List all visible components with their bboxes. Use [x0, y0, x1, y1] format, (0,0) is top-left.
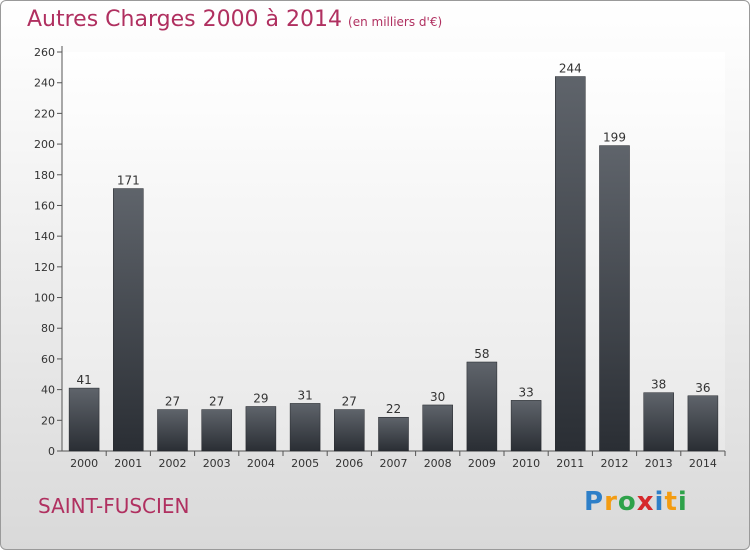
y-tick-label: 220	[34, 107, 55, 120]
logo-letter: P	[584, 487, 605, 517]
logo-letter: x	[636, 487, 655, 517]
y-tick-label: 80	[41, 322, 55, 335]
x-tick-label: 2014	[689, 457, 717, 470]
x-axis: 2000 2001 2002 2003 2004 2005 2006 2007 2008 2009…	[62, 450, 726, 470]
x-tick-label: 2004	[247, 457, 275, 470]
logo-letter: o	[617, 487, 637, 517]
logo-letter: i	[677, 487, 688, 517]
city-name: SAINT-FUSCIEN	[38, 494, 190, 518]
data-label: 199	[603, 131, 626, 145]
data-labels: 41 171 27 27 29 31 27 22 30 58 33 244 199 38 36	[76, 62, 710, 417]
bar	[289, 403, 321, 452]
bar	[68, 387, 100, 452]
data-label: 27	[165, 395, 180, 409]
bar	[510, 400, 542, 452]
y-tick-label: 260	[34, 46, 55, 59]
x-tick-label: 2006	[335, 457, 363, 470]
bar	[422, 404, 453, 452]
data-label: 27	[209, 395, 224, 409]
proxiti-logo: Proxiti	[584, 487, 688, 517]
x-tick-label: 2003	[203, 457, 231, 470]
bar	[157, 409, 188, 452]
bar	[599, 145, 630, 452]
x-tick-label: 2007	[380, 457, 408, 470]
bars	[68, 76, 719, 452]
y-tick-label: 0	[48, 445, 55, 458]
y-tick-label: 200	[34, 138, 55, 151]
y-tick-label: 40	[41, 384, 55, 397]
data-label: 30	[430, 390, 445, 404]
bar	[555, 76, 586, 452]
y-tick-label: 120	[34, 261, 55, 274]
logo-letter: r	[604, 487, 618, 517]
data-label: 38	[651, 378, 666, 392]
y-axis: 0 20 40 60 80 100 120 140 160 180 200 220 240 260	[34, 46, 63, 458]
x-tick-label: 2010	[512, 457, 540, 470]
bar	[643, 392, 674, 452]
data-label: 22	[386, 402, 401, 416]
x-tick-label: 2008	[424, 457, 452, 470]
data-label: 31	[297, 388, 312, 402]
data-label: 27	[342, 395, 357, 409]
x-tick-label: 2001	[114, 457, 142, 470]
chart-title-unit: (en milliers d'€)	[348, 15, 443, 29]
x-tick-label: 2009	[468, 457, 496, 470]
y-tick-label: 180	[34, 169, 55, 182]
bar	[687, 395, 719, 452]
x-tick-label: 2000	[70, 457, 98, 470]
chart-title-text: Autres Charges 2000 à 2014	[27, 7, 343, 32]
y-tick-label: 140	[34, 230, 55, 243]
bar	[201, 409, 232, 452]
data-label: 244	[559, 62, 582, 76]
data-label: 58	[474, 347, 489, 361]
y-tick-label: 60	[41, 353, 55, 366]
data-label: 171	[117, 174, 140, 188]
logo-letter: t	[664, 487, 678, 517]
data-label: 29	[253, 391, 268, 405]
data-label: 33	[518, 385, 533, 399]
data-label: 36	[695, 381, 710, 395]
x-tick-label: 2002	[159, 457, 187, 470]
chart-title: Autres Charges 2000 à 2014 (en milliers d…	[27, 7, 442, 32]
bar	[334, 409, 365, 452]
y-tick-label: 160	[34, 199, 55, 212]
bar	[466, 361, 498, 452]
x-tick-label: 2012	[601, 457, 629, 470]
y-tick-label: 20	[41, 414, 55, 427]
x-tick-label: 2013	[645, 457, 673, 470]
bar	[378, 416, 409, 452]
x-tick-label: 2005	[291, 457, 319, 470]
data-label: 41	[76, 373, 91, 387]
logo-letter: i	[654, 487, 665, 517]
bar	[113, 188, 144, 452]
x-tick-label: 2011	[556, 457, 584, 470]
y-tick-label: 240	[34, 77, 55, 90]
y-tick-label: 100	[34, 292, 55, 305]
bar	[245, 406, 277, 452]
